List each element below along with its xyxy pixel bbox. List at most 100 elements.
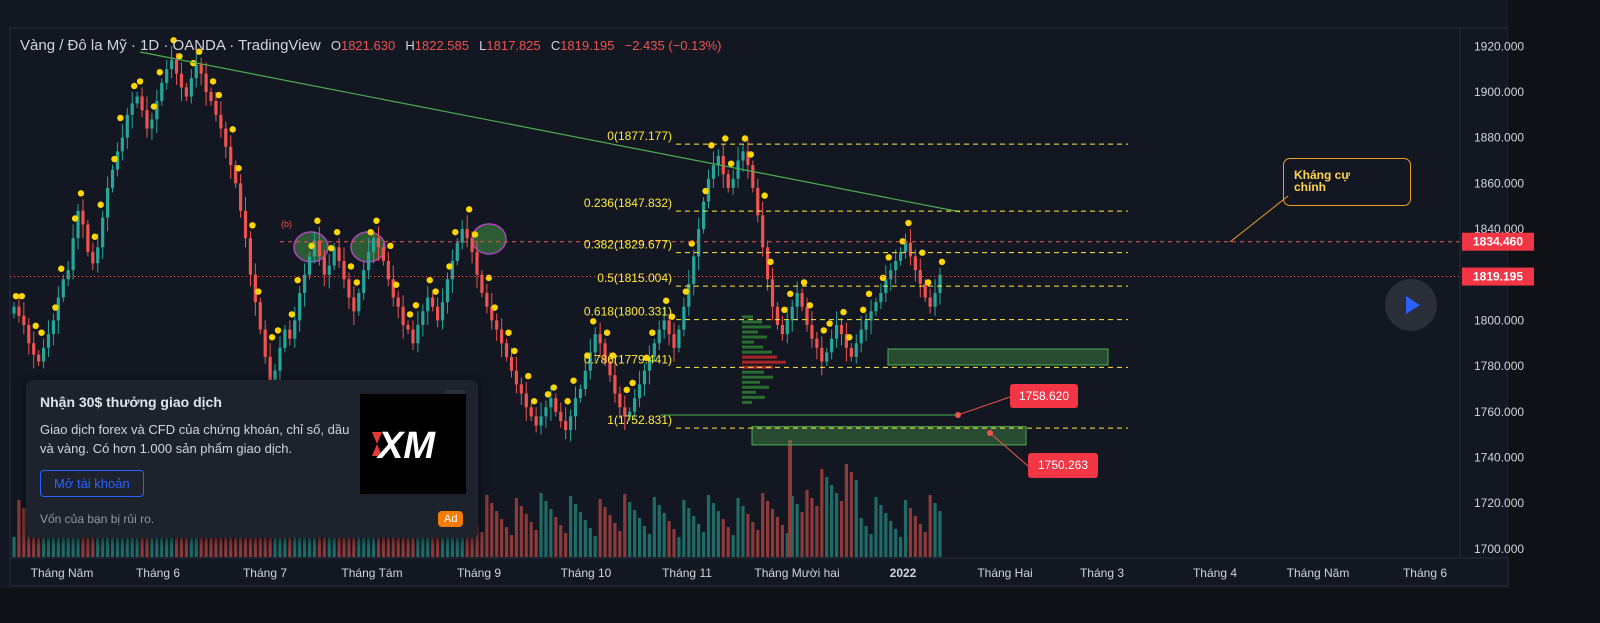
volume-bar [391,523,395,557]
candle-body [440,302,445,321]
candle-body [263,329,267,357]
volume-bar [874,497,878,557]
volume-bar [66,535,70,557]
volume-bar [61,527,65,557]
resistance-callout[interactable]: Kháng cự chính [1283,158,1411,206]
candle-body [37,354,41,362]
candle-body [554,398,558,412]
symbol-title: Vàng / Đô la Mỹ · 1D · OANDA · TradingVi… [20,37,321,54]
marker-dot [229,126,236,133]
volume-bar [834,493,839,557]
candle-body [12,306,16,314]
candle-body [504,343,509,357]
candle-body [697,229,701,257]
volume-bar [618,531,622,557]
candle-body [307,256,312,275]
volume-bar [785,533,789,557]
candle-body [687,283,691,307]
marker-dot [525,372,532,380]
volume-bar [701,532,706,557]
marker-dot [288,311,296,318]
volume-bar [775,517,780,557]
volume-profile-bar [742,360,786,364]
marker-dot [328,244,335,252]
candle-body [623,407,627,417]
volume-bar [120,533,124,557]
candle-body [578,388,583,399]
marker-dot [387,242,394,250]
marker-dot [136,78,144,85]
candle-body [573,398,578,417]
volume-bar [711,503,716,557]
candle-body [209,91,213,102]
volume-bar [830,485,834,557]
volume-bar [229,529,233,557]
candle-body [785,320,789,335]
candle-body [805,306,809,325]
candle-body [455,242,459,262]
marker-dot [333,228,341,236]
low-label: L [479,38,487,53]
support-zone [887,348,1109,366]
candle-body [283,329,287,348]
candle-body [332,247,336,266]
candle-body [918,270,922,284]
volume-profile-bar [742,390,756,394]
volume-bar [800,512,804,557]
trendline [139,51,961,213]
marker-dot [787,290,794,298]
volume-bar [445,521,450,557]
candle-body [396,297,400,307]
fib-label: 0.382(1829.677) [584,238,672,252]
volume-bar [746,514,750,557]
volume-bar [839,501,844,557]
play-icon [1406,296,1420,314]
marker-dot [156,69,163,76]
volume-profile-bar [742,330,758,334]
marker-dot [249,222,256,229]
marker-dot [308,242,315,250]
volume-bar [288,535,292,557]
candle-body [406,324,410,330]
marker-dot [465,206,473,213]
volume-bar [396,531,400,557]
volume-bar [933,503,937,557]
price-tag-1750[interactable]: 1750.263 [1028,453,1098,478]
volume-bar [697,524,701,557]
candle-body [731,178,735,188]
volume-bar [608,515,612,557]
candle-body [22,315,26,325]
volume-bar [766,501,770,557]
volume-bar [662,513,666,557]
open-account-button[interactable]: Mở tài khoản [40,470,144,497]
price-tag-1758[interactable]: 1758.620 [1010,384,1078,408]
ad-popup[interactable]: Nhận 30$ thưởng giao dịch Giao dịch fore… [26,380,478,538]
candle-body [647,356,651,371]
fib-label: 0.618(1800.331) [584,305,672,319]
candle-body [933,293,937,307]
volume-bar [22,508,26,557]
price-mark-label: 1819.195 [1473,270,1523,284]
play-button[interactable] [1385,279,1437,331]
volume-bar [204,534,208,557]
volume-bar [667,521,671,557]
candle-body [810,324,814,339]
candle-body [298,293,302,321]
volume-bar [170,523,174,557]
price-tick-label: 1740.000 [1474,450,1524,464]
callout-dot [987,430,993,436]
volume-profile-bar [742,325,771,329]
candle-body [726,174,730,188]
marker-dot [767,258,774,266]
candle-body [667,320,671,335]
time-tick-label: Tháng 9 [457,566,501,580]
marker-dot [38,329,45,336]
candle-body [465,229,469,239]
marker-dot [195,48,203,55]
fib-label: 0.236(1847.832) [584,196,672,210]
volume-profile-bar [742,350,772,354]
volume-bar [770,509,775,557]
volume-bar [504,527,509,557]
right-gutter [1508,0,1600,623]
candle-body [238,183,243,211]
